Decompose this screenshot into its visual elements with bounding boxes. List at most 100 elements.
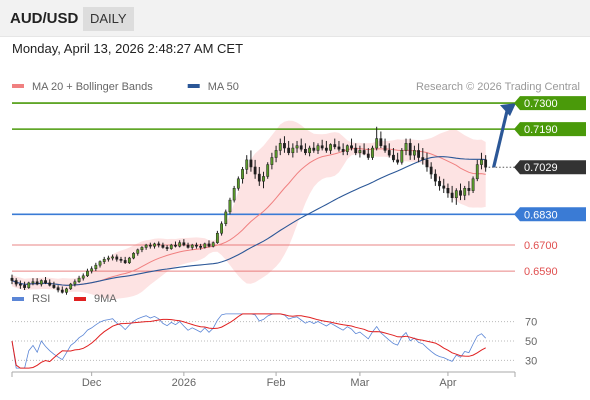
candle bbox=[438, 180, 441, 187]
bollinger-band bbox=[12, 120, 486, 299]
candle bbox=[98, 261, 102, 266]
candle bbox=[48, 282, 52, 286]
candle bbox=[333, 144, 337, 148]
candle bbox=[262, 176, 265, 182]
candle bbox=[169, 244, 173, 249]
candle bbox=[337, 146, 341, 150]
candle bbox=[140, 247, 144, 251]
legend-label: MA 50 bbox=[208, 81, 239, 93]
candle bbox=[39, 280, 43, 285]
candle bbox=[484, 159, 488, 168]
candle bbox=[421, 157, 425, 161]
rsi-level-label: 70 bbox=[525, 317, 537, 329]
candle bbox=[153, 243, 156, 247]
scenario-arrow-head bbox=[500, 103, 516, 117]
candle bbox=[371, 147, 374, 158]
candle bbox=[14, 280, 18, 285]
candle bbox=[174, 244, 177, 247]
candle bbox=[404, 143, 408, 151]
candle bbox=[157, 243, 161, 246]
candle bbox=[283, 143, 286, 149]
candle bbox=[232, 188, 236, 201]
candle bbox=[52, 285, 56, 288]
datetime-label: Monday, April 13, 2026 2:48:27 AM CET bbox=[12, 41, 244, 56]
candle bbox=[144, 244, 148, 248]
rsi-level-label: 30 bbox=[525, 355, 537, 367]
level-label: 0.6830 bbox=[524, 209, 558, 221]
candle bbox=[195, 244, 198, 247]
candle bbox=[10, 277, 14, 281]
level-label: 0.6590 bbox=[524, 266, 558, 278]
ma50-line bbox=[11, 156, 486, 286]
level-label: 0.7029 bbox=[524, 162, 558, 174]
candle bbox=[86, 270, 89, 277]
candle bbox=[442, 185, 446, 189]
candle bbox=[245, 159, 249, 170]
candle bbox=[178, 242, 182, 247]
candle bbox=[90, 268, 94, 272]
candle bbox=[257, 173, 261, 182]
candle bbox=[471, 178, 475, 191]
candle bbox=[207, 243, 211, 247]
candle bbox=[341, 148, 345, 152]
candle bbox=[387, 150, 391, 156]
candle bbox=[446, 188, 450, 194]
candle bbox=[35, 281, 39, 285]
candle bbox=[211, 242, 215, 247]
candle bbox=[94, 264, 98, 269]
candle bbox=[362, 150, 366, 155]
candle bbox=[354, 147, 358, 154]
candle bbox=[400, 150, 404, 163]
candle bbox=[203, 243, 207, 248]
candle bbox=[77, 277, 81, 282]
rsi-ma-line bbox=[11, 313, 486, 369]
candle bbox=[65, 288, 68, 293]
candle bbox=[266, 164, 270, 177]
candle bbox=[161, 244, 165, 248]
chart-header: AUD/USD DAILY bbox=[0, 0, 590, 37]
candle bbox=[392, 154, 395, 161]
candle bbox=[287, 147, 291, 154]
timeframe-badge[interactable]: DAILY bbox=[83, 7, 134, 31]
level-tag bbox=[514, 207, 586, 222]
candle bbox=[320, 145, 324, 149]
candle bbox=[475, 164, 479, 180]
candle bbox=[224, 211, 228, 225]
candle bbox=[115, 256, 119, 260]
candle bbox=[69, 283, 73, 290]
legend-swatch bbox=[12, 84, 24, 88]
candle bbox=[299, 145, 303, 150]
candle bbox=[123, 260, 127, 264]
candle bbox=[119, 258, 123, 261]
candle bbox=[165, 247, 169, 249]
candle bbox=[454, 190, 458, 198]
candle bbox=[190, 244, 194, 248]
symbol-title: AUD/USD bbox=[10, 10, 79, 27]
candle bbox=[136, 249, 140, 254]
level-label: 0.6700 bbox=[524, 240, 558, 252]
candle bbox=[241, 169, 244, 180]
candle bbox=[215, 232, 219, 243]
candle bbox=[308, 147, 312, 154]
candle bbox=[31, 281, 35, 284]
rsi-legend-label: 9MA bbox=[94, 293, 117, 305]
x-tick-label: 2026 bbox=[172, 377, 196, 389]
candle bbox=[220, 223, 223, 234]
candle bbox=[127, 257, 131, 264]
candle bbox=[433, 173, 437, 182]
candle bbox=[429, 166, 433, 175]
candle bbox=[291, 147, 295, 154]
candle bbox=[111, 256, 115, 259]
level-tag bbox=[514, 96, 586, 111]
candle bbox=[199, 245, 203, 248]
candle bbox=[102, 258, 106, 262]
candle bbox=[463, 188, 467, 196]
candle bbox=[396, 159, 400, 163]
candle bbox=[23, 285, 26, 288]
candle bbox=[312, 147, 316, 151]
candle bbox=[304, 148, 307, 154]
rsi-legend-label: RSI bbox=[32, 293, 50, 305]
candle bbox=[383, 145, 387, 151]
candle bbox=[450, 192, 454, 198]
